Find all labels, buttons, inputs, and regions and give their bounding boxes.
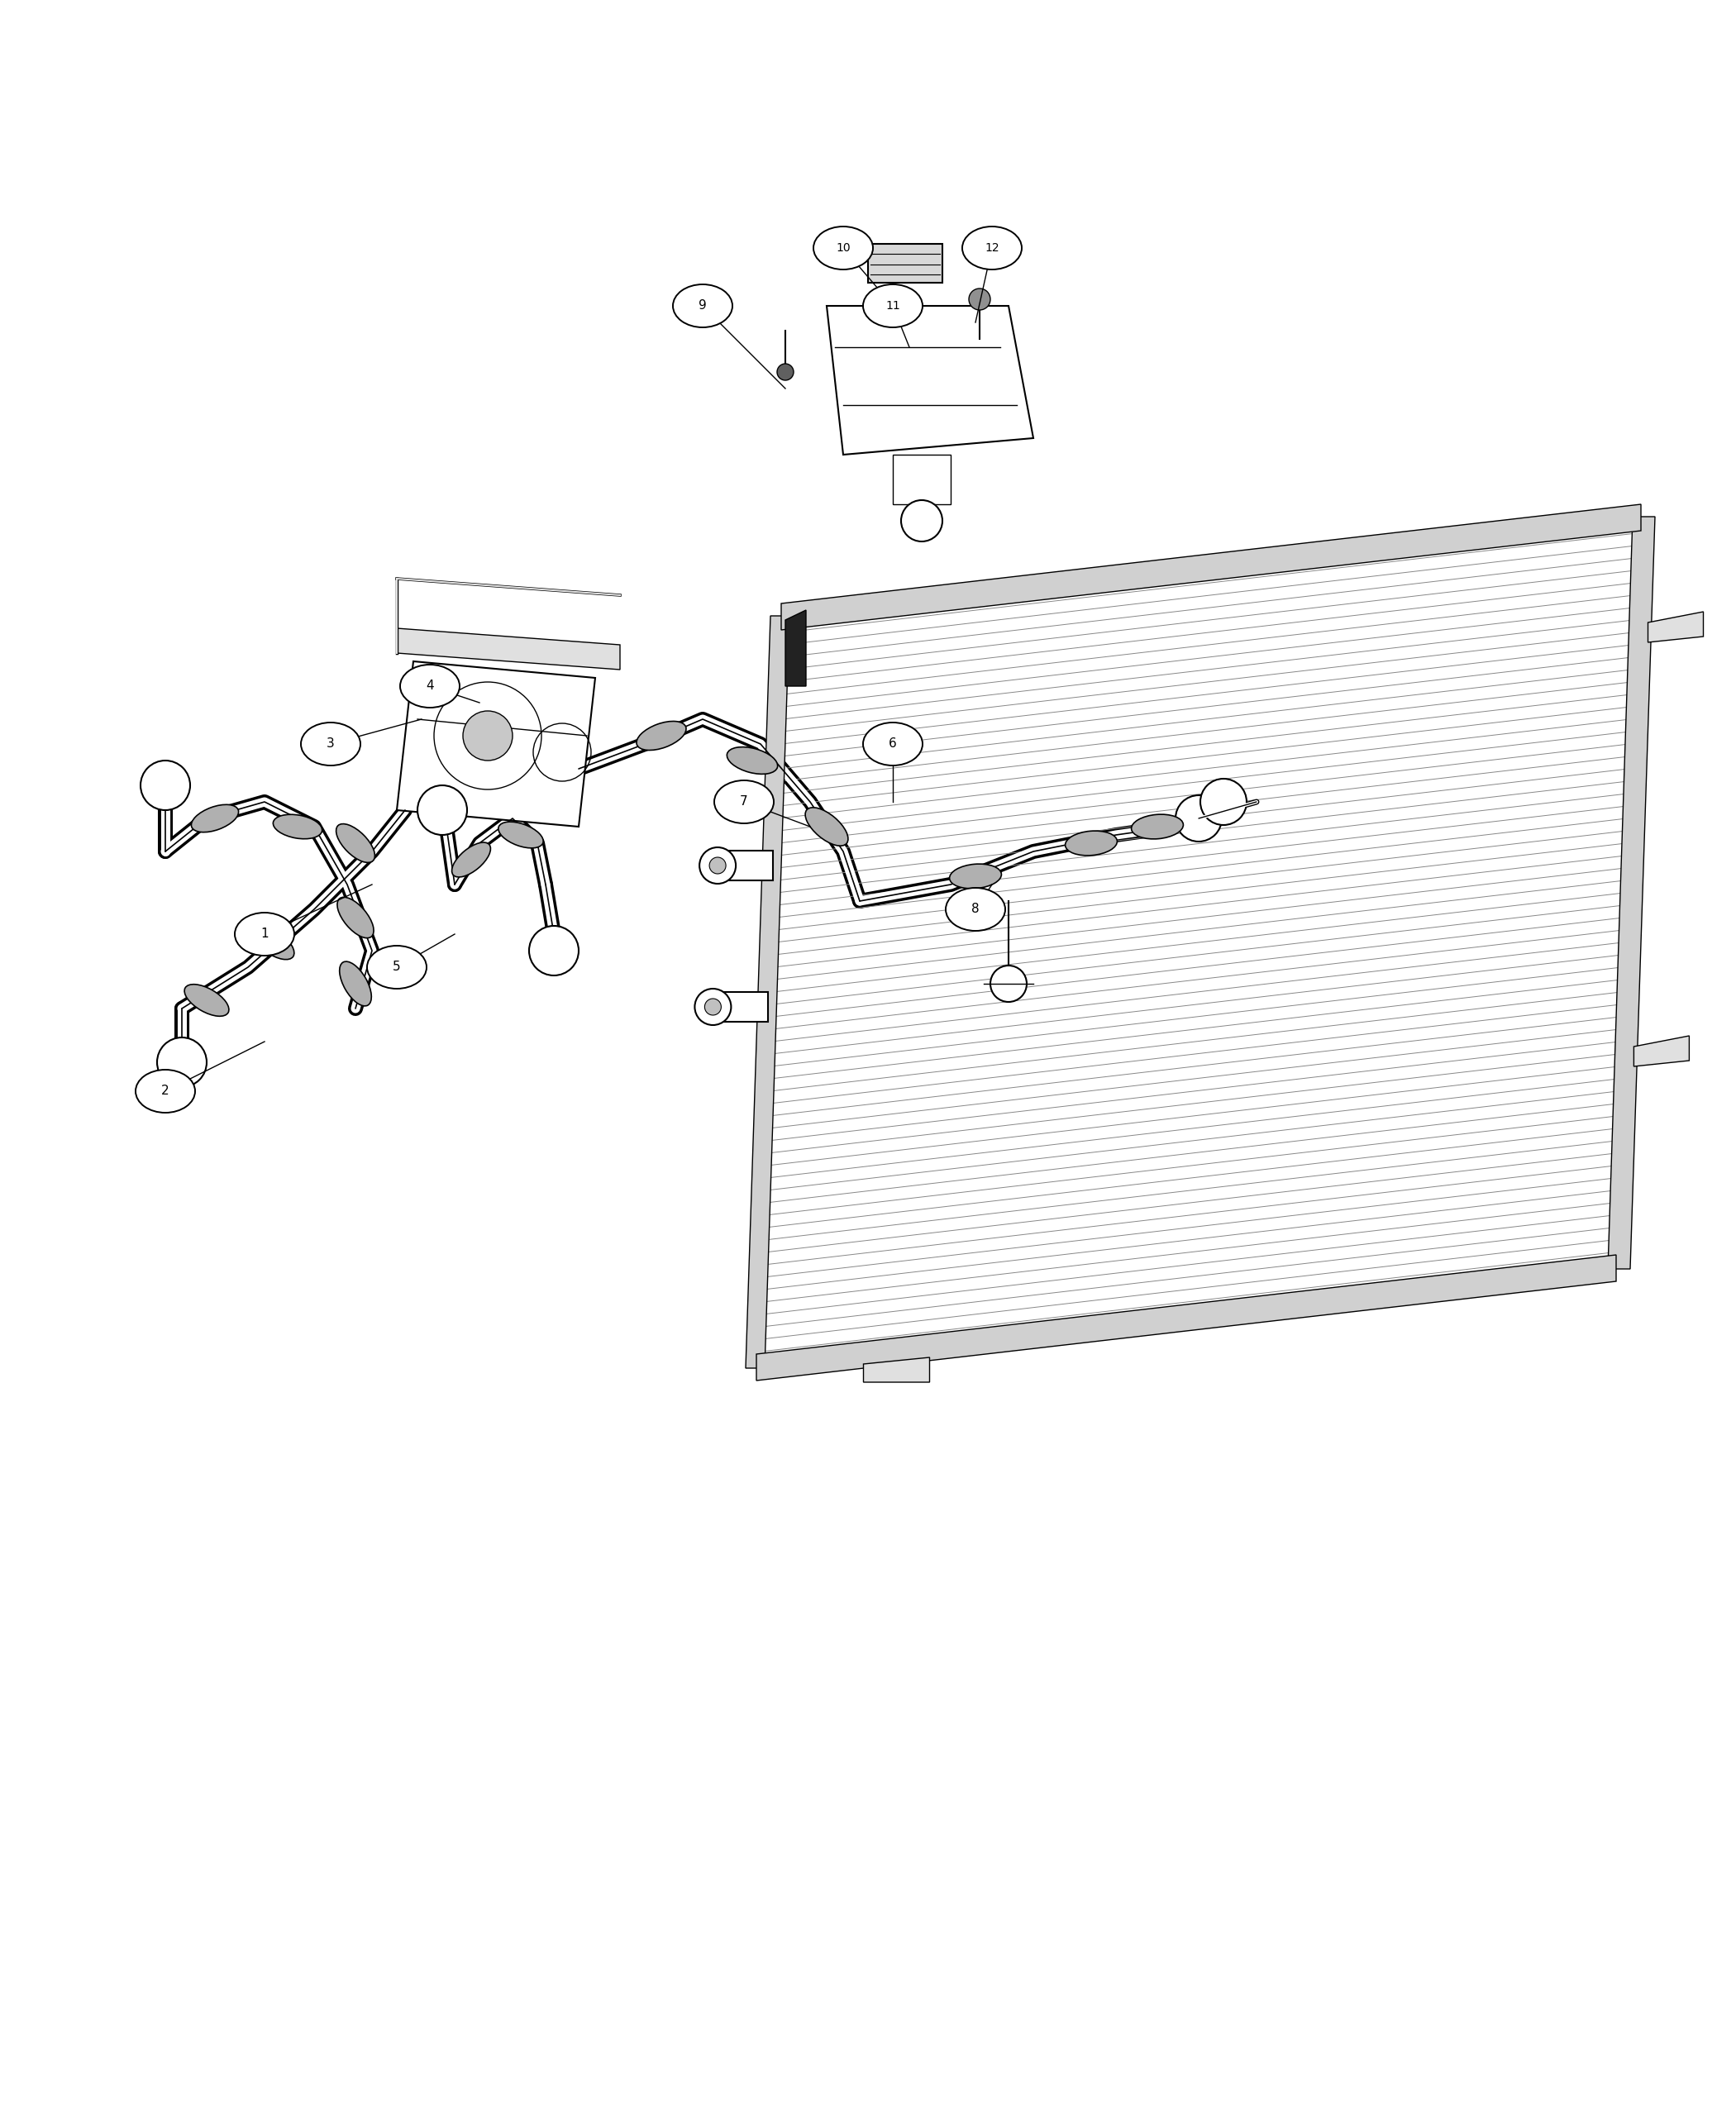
Polygon shape bbox=[746, 616, 790, 1368]
Text: 3: 3 bbox=[326, 738, 335, 750]
Polygon shape bbox=[863, 1358, 929, 1383]
Polygon shape bbox=[1647, 611, 1703, 643]
Polygon shape bbox=[719, 852, 773, 881]
Circle shape bbox=[694, 989, 731, 1024]
Ellipse shape bbox=[451, 843, 491, 877]
Text: 9: 9 bbox=[698, 299, 707, 312]
Ellipse shape bbox=[135, 1069, 194, 1113]
Ellipse shape bbox=[366, 946, 427, 989]
Circle shape bbox=[969, 289, 990, 310]
Polygon shape bbox=[785, 609, 806, 685]
Text: 1: 1 bbox=[260, 928, 269, 940]
Circle shape bbox=[529, 925, 578, 976]
Ellipse shape bbox=[191, 805, 238, 833]
Ellipse shape bbox=[727, 746, 778, 774]
Ellipse shape bbox=[637, 721, 686, 750]
Ellipse shape bbox=[713, 780, 774, 824]
Circle shape bbox=[901, 500, 943, 542]
Text: 6: 6 bbox=[889, 738, 898, 750]
Circle shape bbox=[778, 365, 793, 379]
Polygon shape bbox=[868, 245, 943, 282]
Text: 10: 10 bbox=[837, 242, 851, 253]
Circle shape bbox=[156, 1037, 207, 1088]
Ellipse shape bbox=[962, 226, 1023, 270]
Ellipse shape bbox=[806, 807, 849, 845]
Ellipse shape bbox=[946, 887, 1005, 932]
Ellipse shape bbox=[337, 898, 373, 938]
Ellipse shape bbox=[498, 822, 543, 847]
Circle shape bbox=[417, 786, 467, 835]
Ellipse shape bbox=[184, 984, 229, 1016]
Circle shape bbox=[1175, 795, 1222, 841]
Ellipse shape bbox=[1132, 814, 1184, 839]
Ellipse shape bbox=[863, 723, 922, 765]
Text: 2: 2 bbox=[161, 1086, 170, 1098]
Ellipse shape bbox=[234, 913, 295, 955]
Polygon shape bbox=[1634, 1035, 1689, 1067]
Ellipse shape bbox=[863, 285, 922, 327]
Circle shape bbox=[464, 710, 512, 761]
Polygon shape bbox=[757, 1254, 1616, 1381]
Text: 4: 4 bbox=[425, 681, 434, 691]
Ellipse shape bbox=[337, 824, 375, 862]
Polygon shape bbox=[826, 306, 1033, 455]
Text: 5: 5 bbox=[392, 961, 401, 974]
Ellipse shape bbox=[1066, 831, 1118, 856]
Circle shape bbox=[1200, 778, 1246, 824]
Polygon shape bbox=[781, 504, 1641, 630]
Ellipse shape bbox=[814, 226, 873, 270]
Polygon shape bbox=[398, 628, 620, 670]
Circle shape bbox=[141, 761, 191, 809]
Text: 12: 12 bbox=[984, 242, 1000, 253]
Text: 11: 11 bbox=[885, 299, 901, 312]
Ellipse shape bbox=[300, 723, 361, 765]
Polygon shape bbox=[715, 993, 769, 1022]
Circle shape bbox=[705, 999, 720, 1016]
Ellipse shape bbox=[399, 664, 460, 708]
Circle shape bbox=[990, 965, 1026, 1001]
Polygon shape bbox=[1608, 516, 1654, 1269]
Circle shape bbox=[710, 858, 726, 875]
Ellipse shape bbox=[273, 814, 323, 839]
Ellipse shape bbox=[340, 961, 372, 1006]
Ellipse shape bbox=[950, 864, 1002, 890]
Text: 8: 8 bbox=[972, 902, 979, 915]
Text: 7: 7 bbox=[740, 795, 748, 807]
Circle shape bbox=[700, 847, 736, 883]
Ellipse shape bbox=[252, 925, 293, 959]
Ellipse shape bbox=[674, 285, 733, 327]
Polygon shape bbox=[398, 662, 595, 826]
Polygon shape bbox=[760, 521, 1637, 1364]
Polygon shape bbox=[892, 455, 951, 504]
